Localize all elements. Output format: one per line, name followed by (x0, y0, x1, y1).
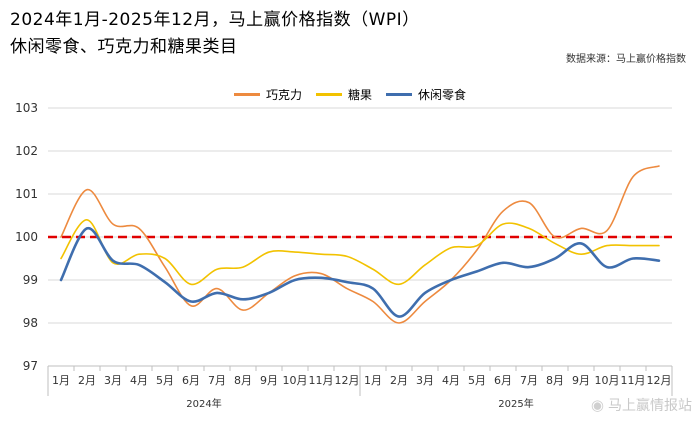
x-group-label: 2025年 (498, 397, 533, 410)
y-tick-label: 100 (15, 230, 38, 244)
legend-item-candy: 糖果 (315, 86, 372, 103)
x-tick-label: 4月 (130, 374, 148, 387)
x-tick-label: 10月 (283, 374, 308, 387)
x-tick-label: 8月 (546, 374, 564, 387)
x-group-label: 2024年 (186, 397, 221, 410)
chart-title: 2024年1月-2025年12月，马上赢价格指数（WPI） (10, 10, 420, 30)
watermark: ◉ 马上赢情报站 (591, 395, 692, 415)
chart-legend: 巧克力 糖果 休闲零食 (0, 86, 700, 103)
legend-swatch-chocolate (233, 93, 260, 96)
data-source-note: 数据来源：马上赢价格指数 (566, 54, 686, 65)
x-tick-label: 5月 (468, 374, 486, 387)
x-tick-label: 12月 (335, 374, 360, 387)
series-line-snack (59, 227, 661, 318)
x-tick-label: 8月 (234, 374, 252, 387)
x-tick-label: 9月 (260, 374, 278, 387)
series-line-chocolate (60, 165, 660, 324)
x-tick-label: 1月 (52, 374, 70, 387)
legend-label-candy: 糖果 (347, 88, 372, 102)
x-tick-label: 12月 (647, 374, 672, 387)
x-tick-label: 6月 (494, 374, 512, 387)
x-tick-label: 11月 (309, 374, 334, 387)
x-tick-label: 5月 (156, 374, 174, 387)
x-tick-label: 1月 (364, 374, 382, 387)
y-tick-label: 99 (23, 273, 38, 287)
x-tick-label: 7月 (208, 374, 226, 387)
chart-subtitle: 休闲零食、巧克力和糖果类目 (10, 37, 238, 57)
legend-item-snack: 休闲零食 (386, 86, 466, 103)
watermark-text: 马上赢情报站 (608, 398, 692, 414)
y-tick-label: 97 (23, 359, 38, 373)
x-tick-label: 9月 (572, 374, 590, 387)
weibo-icon: ◉ (590, 396, 604, 414)
legend-label-chocolate: 巧克力 (265, 88, 302, 102)
y-tick-label: 102 (15, 144, 38, 158)
legend-swatch-candy (315, 93, 342, 96)
x-tick-label: 11月 (621, 374, 646, 387)
legend-label-snack: 休闲零食 (418, 88, 467, 102)
legend-item-chocolate: 巧克力 (233, 86, 302, 103)
x-tick-label: 3月 (104, 374, 122, 387)
y-tick-label: 103 (15, 101, 38, 115)
x-tick-label: 10月 (595, 374, 620, 387)
x-tick-label: 6月 (182, 374, 200, 387)
series-line-candy (60, 219, 660, 286)
x-tick-label: 4月 (442, 374, 460, 387)
y-tick-label: 101 (15, 187, 38, 201)
x-tick-label: 7月 (520, 374, 538, 387)
legend-swatch-snack (386, 93, 412, 96)
x-tick-label: 3月 (416, 374, 434, 387)
x-tick-label: 2月 (78, 374, 96, 387)
x-tick-label: 2月 (390, 374, 408, 387)
y-tick-label: 98 (23, 316, 38, 330)
